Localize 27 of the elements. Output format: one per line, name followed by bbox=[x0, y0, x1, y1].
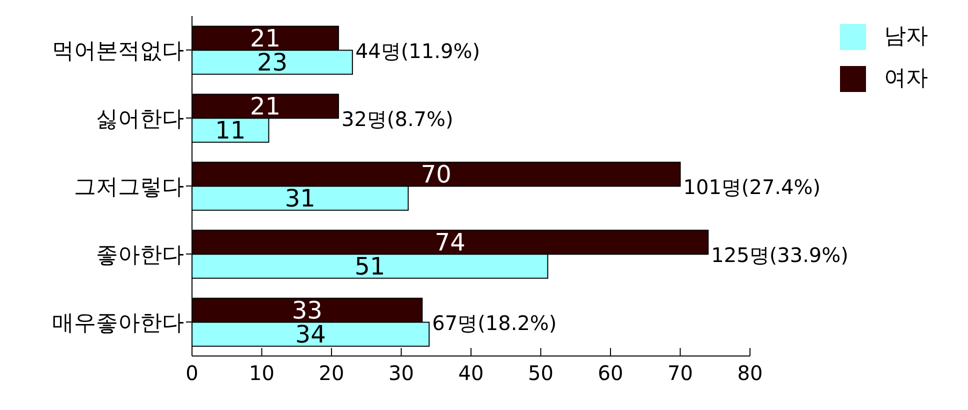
y-tick-label: 싫어한다 bbox=[96, 106, 184, 132]
annotation: 125명(33.9%) bbox=[711, 243, 848, 267]
x-tick-label: 60 bbox=[598, 361, 624, 386]
annotation: 44명(11.9%) bbox=[355, 39, 480, 63]
data-label: 11 bbox=[215, 116, 246, 145]
x-tick-label: 80 bbox=[737, 361, 763, 386]
x-tick-label: 40 bbox=[458, 361, 484, 386]
x-tick-label: 0 bbox=[186, 361, 198, 386]
legend-label: 남자 bbox=[884, 24, 928, 49]
y-tick-label: 그저그렇다 bbox=[74, 174, 184, 200]
data-label: 21 bbox=[250, 92, 281, 121]
annotation: 101명(27.4%) bbox=[683, 175, 821, 199]
x-tick-label: 70 bbox=[668, 361, 693, 386]
annotation: 67명(18.2%) bbox=[432, 311, 557, 335]
legend-label: 여자 bbox=[884, 66, 928, 91]
x-tick-label: 50 bbox=[528, 361, 554, 386]
x-tick-label: 30 bbox=[388, 361, 414, 386]
data-label: 51 bbox=[354, 252, 386, 281]
y-tick-label: 먹어본적없다 bbox=[52, 38, 184, 64]
y-tick-label: 매우좋아한다 bbox=[52, 310, 184, 336]
y-tick-label: 좋아한다 bbox=[96, 242, 184, 268]
x-tick-label: 10 bbox=[249, 361, 274, 386]
data-label: 31 bbox=[284, 184, 316, 213]
x-tick-label: 20 bbox=[318, 361, 344, 386]
data-label: 70 bbox=[420, 160, 452, 189]
data-label: 74 bbox=[434, 228, 466, 257]
annotation: 32명(8.7%) bbox=[341, 107, 454, 131]
